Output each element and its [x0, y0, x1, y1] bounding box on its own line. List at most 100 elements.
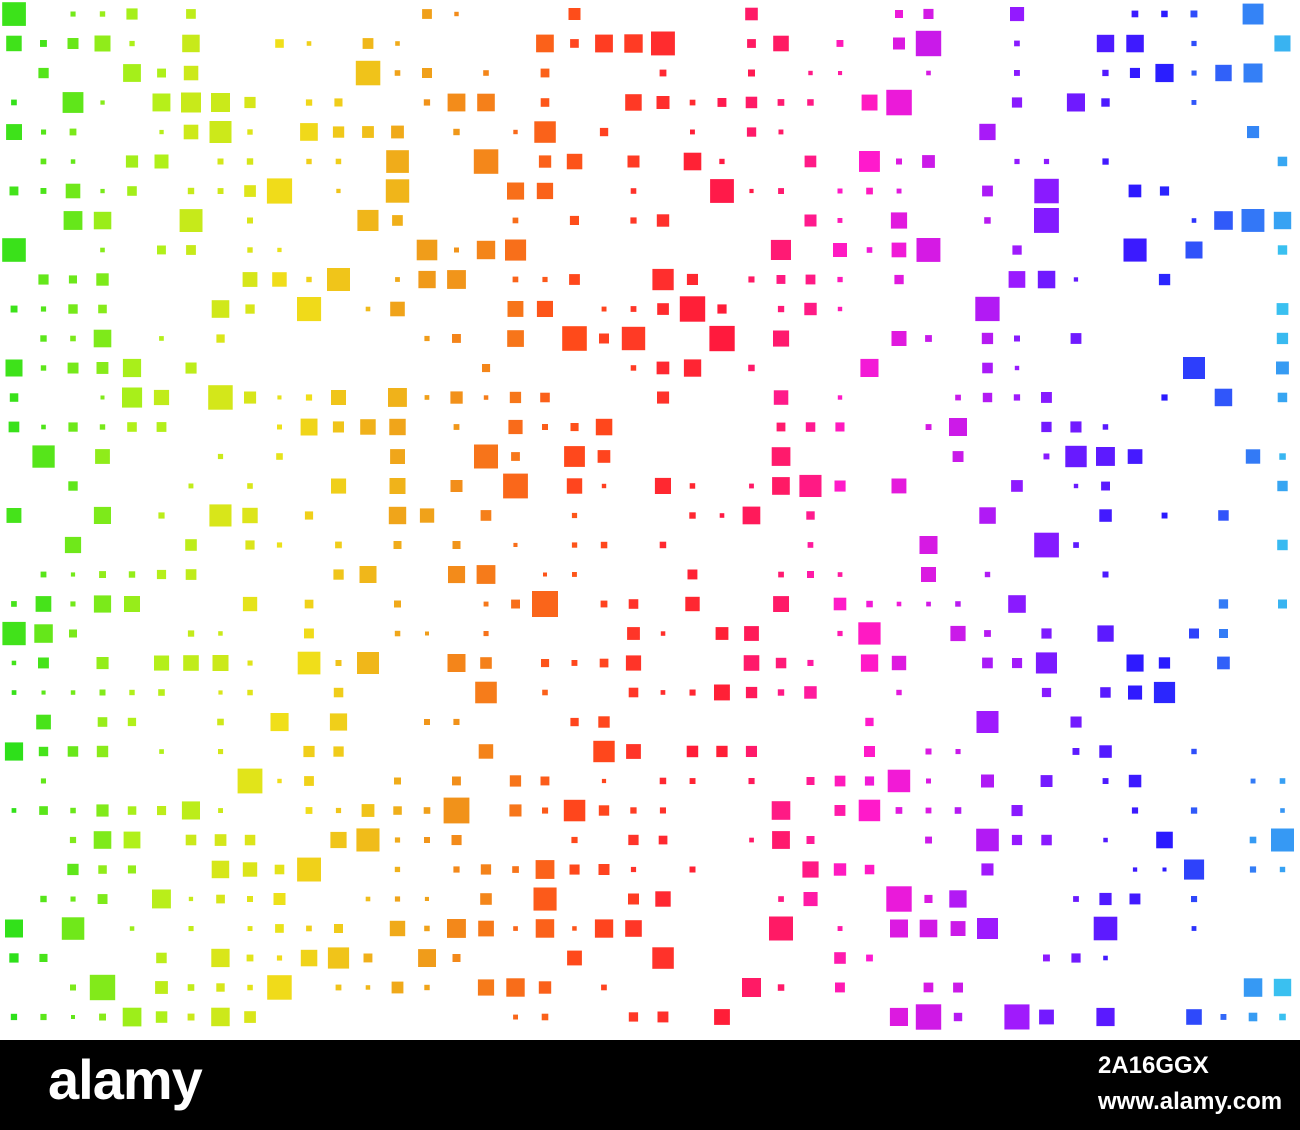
mosaic-square	[450, 391, 463, 404]
mosaic-square	[306, 276, 312, 283]
mosaic-square	[187, 630, 195, 637]
mosaic-square	[621, 326, 646, 351]
mosaic-square	[1011, 834, 1023, 846]
mosaic-square	[837, 276, 843, 283]
mosaic-square	[477, 979, 495, 996]
mosaic-square	[38, 657, 49, 669]
mosaic-square	[777, 99, 785, 106]
mosaic-square	[217, 188, 224, 194]
mosaic-square	[572, 926, 577, 931]
mosaic-square	[67, 863, 79, 876]
mosaic-square	[886, 89, 912, 116]
mosaic-square	[99, 689, 106, 696]
mosaic-square	[6, 35, 22, 52]
mosaic-square	[127, 865, 136, 874]
mosaic-square	[1191, 926, 1197, 931]
mosaic-square	[1073, 483, 1079, 489]
mosaic-square	[1011, 97, 1023, 108]
mosaic-square	[512, 217, 519, 224]
mosaic-square	[599, 127, 609, 137]
mosaic-square	[954, 807, 962, 814]
mosaic-square	[772, 477, 790, 495]
mosaic-square	[1161, 512, 1168, 519]
mosaic-square	[122, 1007, 142, 1027]
mosaic-square	[1126, 34, 1144, 53]
mosaic-square	[834, 775, 846, 787]
mosaic-square	[1191, 70, 1197, 76]
mosaic-square	[1217, 656, 1230, 670]
mosaic-square	[214, 834, 227, 846]
mosaic-square	[216, 983, 225, 992]
mosaic-square	[1129, 67, 1140, 78]
mosaic-square	[1014, 70, 1020, 76]
mosaic-square	[860, 358, 879, 377]
mosaic-square	[334, 924, 343, 933]
mosaic-square	[889, 1007, 908, 1026]
mosaic-square	[625, 94, 642, 111]
mosaic-square	[1102, 571, 1109, 578]
mosaic-square	[982, 392, 993, 403]
mosaic-square	[837, 218, 843, 223]
mosaic-square	[183, 655, 199, 671]
mosaic-square	[1102, 158, 1109, 165]
mosaic-square	[474, 444, 498, 469]
mosaic-square	[242, 507, 258, 524]
mosaic-square	[838, 71, 843, 76]
mosaic-square	[859, 151, 880, 172]
mosaic-square	[601, 984, 607, 991]
mosaic-square	[393, 806, 402, 815]
mosaic-square	[745, 7, 758, 21]
mosaic-square	[422, 9, 432, 19]
mosaic-square	[443, 797, 470, 824]
mosaic-square	[270, 713, 289, 732]
mosaic-square	[542, 689, 548, 696]
mosaic-square	[388, 506, 407, 525]
mosaic-square	[507, 301, 524, 317]
mosaic-square	[93, 595, 112, 613]
mosaic-square	[925, 748, 932, 755]
mosaic-square	[9, 393, 19, 402]
mosaic-square	[1096, 447, 1115, 466]
mosaic-square	[891, 242, 907, 258]
mosaic-square	[807, 99, 814, 106]
mosaic-square	[329, 713, 348, 731]
mosaic-square	[926, 601, 931, 607]
mosaic-square	[40, 1013, 47, 1021]
mosaic-square	[625, 920, 642, 937]
mosaic-square	[67, 746, 79, 757]
mosaic-square	[276, 542, 283, 548]
mosaic-square	[538, 155, 552, 168]
mosaic-square	[211, 860, 230, 879]
mosaic-square	[69, 128, 77, 136]
mosaic-square	[8, 421, 20, 433]
mosaic-square	[777, 984, 785, 991]
mosaic-square	[96, 362, 109, 374]
mosaic-square	[157, 806, 167, 816]
mosaic-square	[837, 306, 843, 312]
mosaic-square	[477, 93, 495, 112]
mosaic-square	[1129, 893, 1141, 905]
mosaic-square	[155, 1011, 168, 1023]
mosaic-square	[332, 126, 345, 138]
mosaic-square	[1273, 211, 1292, 230]
mosaic-square	[1191, 40, 1197, 47]
mosaic-square	[572, 572, 577, 577]
mosaic-square	[453, 866, 460, 873]
mosaic-square	[157, 68, 166, 78]
mosaic-square	[627, 155, 640, 168]
mosaic-square	[714, 684, 730, 701]
mosaic-square	[714, 1009, 730, 1025]
mosaic-square	[99, 424, 106, 430]
mosaic-square	[509, 775, 522, 787]
mosaic-square	[975, 296, 1000, 322]
mosaic-square	[890, 919, 908, 938]
mosaic-square	[630, 807, 637, 814]
mosaic-square	[1273, 978, 1292, 997]
mosaic-square	[507, 182, 525, 200]
mosaic-square	[659, 69, 667, 77]
mosaic-square	[1219, 629, 1228, 638]
mosaic-square	[595, 34, 613, 53]
mosaic-square	[357, 209, 379, 231]
mosaic-square	[630, 306, 637, 312]
